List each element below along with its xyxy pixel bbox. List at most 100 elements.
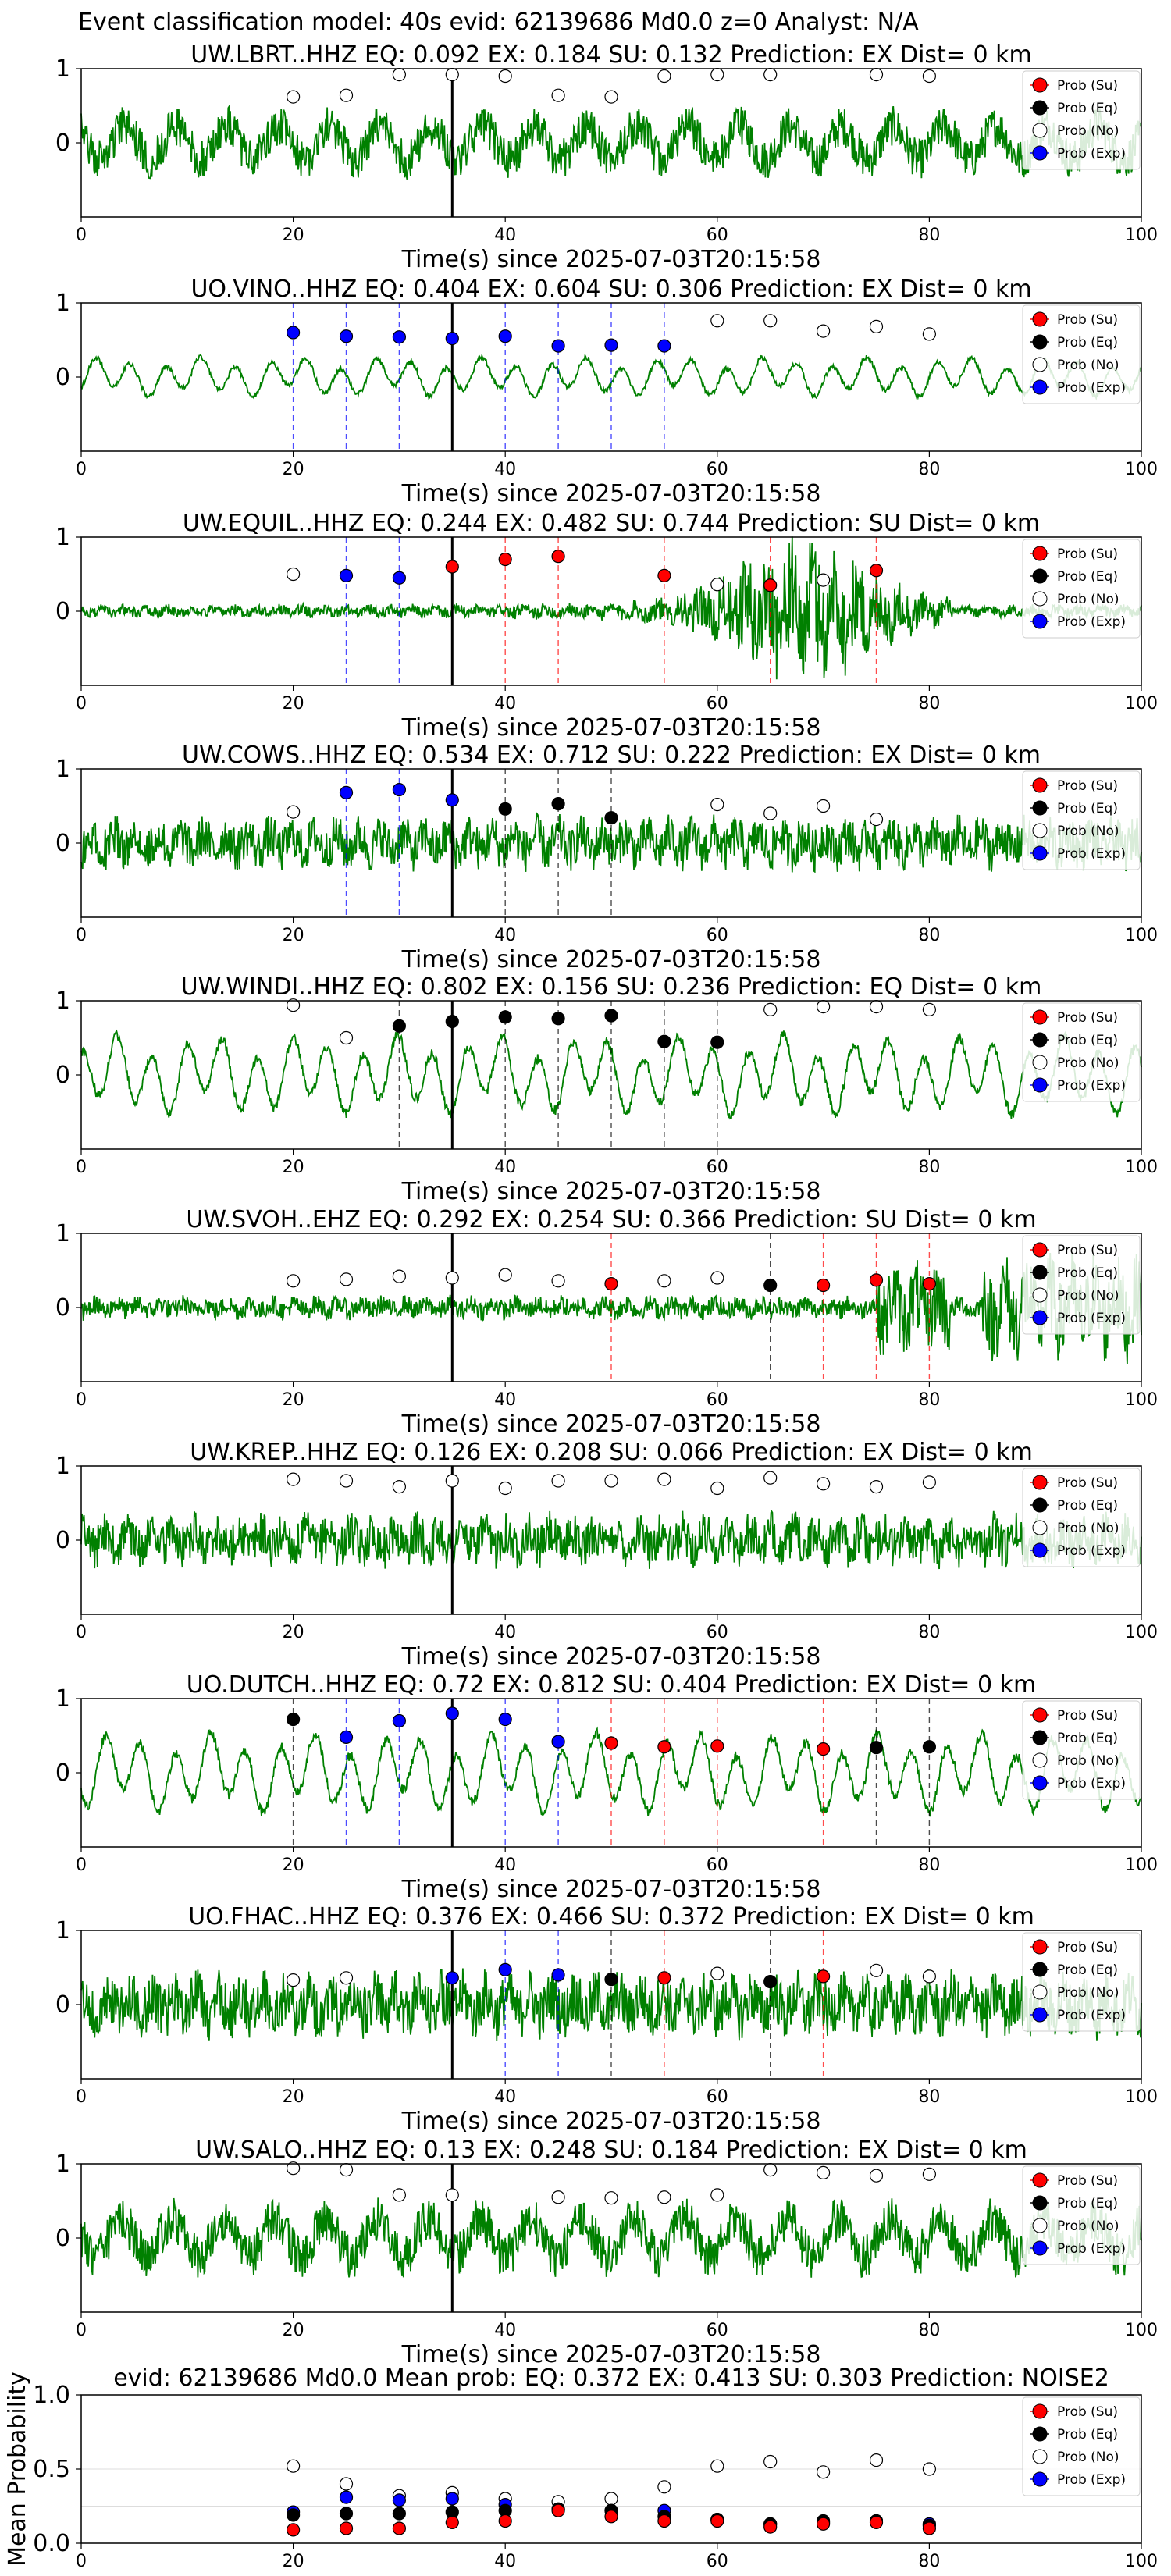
prob-point-eq bbox=[922, 1740, 937, 1754]
y-tick-label: 0 bbox=[55, 1991, 70, 2019]
x-tick-label: 40 bbox=[494, 2321, 516, 2340]
legend-box bbox=[1022, 2396, 1141, 2496]
legend-box bbox=[1022, 1700, 1141, 1800]
x-tick-label: 80 bbox=[918, 2087, 940, 2107]
x-axis-label: Time(s) since 2025-07-03T20:15:58 bbox=[401, 946, 821, 973]
legend-label: Prob (Exp) bbox=[1057, 1776, 1126, 1791]
prob-point-eq bbox=[604, 1009, 618, 1023]
x-tick-label: 40 bbox=[494, 2087, 516, 2107]
waveform-trace bbox=[80, 1252, 1142, 1365]
panel-3: UW.COWS..HHZ EQ: 0.534 EX: 0.712 SU: 0.2… bbox=[55, 742, 1158, 973]
x-tick-label: 80 bbox=[918, 1623, 940, 1642]
panel-title: UW.LBRT..HHZ EQ: 0.092 EX: 0.184 SU: 0.1… bbox=[190, 41, 1031, 69]
prob-point-no bbox=[445, 67, 459, 82]
y-tick-label: 1 bbox=[55, 2151, 70, 2178]
prob-point-exp bbox=[287, 326, 301, 340]
legend-marker bbox=[1032, 1242, 1048, 1258]
x-tick-label: 100 bbox=[1125, 2321, 1158, 2340]
prob-point-no bbox=[657, 2190, 671, 2204]
prob-point-eq bbox=[392, 1019, 406, 1033]
panel-9: UW.SALO..HHZ EQ: 0.13 EX: 0.248 SU: 0.18… bbox=[55, 2137, 1158, 2368]
x-tick-label: 0 bbox=[76, 926, 87, 945]
prob-point-exp bbox=[551, 1735, 565, 1749]
x-tick-label: 80 bbox=[918, 460, 940, 479]
legend-marker bbox=[1032, 614, 1048, 629]
legend-marker bbox=[1032, 1265, 1048, 1280]
prob-point-no bbox=[339, 1971, 354, 1985]
prob-point-exp bbox=[498, 1713, 512, 1727]
mean-point-exp bbox=[339, 2490, 354, 2504]
x-tick-label: 100 bbox=[1125, 1158, 1158, 1177]
legend-marker bbox=[1032, 334, 1048, 350]
prob-point-eq bbox=[657, 1034, 671, 1048]
prob-point-eq bbox=[445, 1014, 459, 1029]
prob-point-eq bbox=[551, 797, 565, 811]
legend-marker bbox=[1032, 2007, 1048, 2023]
mean-point-su bbox=[869, 2515, 884, 2529]
prob-point-exp bbox=[498, 329, 512, 343]
x-tick-label: 40 bbox=[494, 1856, 516, 1875]
y-tick-label: 1.0 bbox=[33, 2382, 70, 2409]
legend-label: Prob (Exp) bbox=[1057, 1311, 1126, 1326]
legend-label: Prob (No) bbox=[1057, 2218, 1119, 2234]
x-tick-label: 80 bbox=[918, 2321, 940, 2340]
panel-1: UO.VINO..HHZ EQ: 0.404 EX: 0.604 SU: 0.3… bbox=[55, 276, 1158, 507]
legend-marker bbox=[1032, 2218, 1048, 2233]
x-axis-label: Time(s) since 2025-07-03T20:15:58 bbox=[401, 1411, 821, 1438]
mean-point-no bbox=[287, 2459, 301, 2473]
prob-point-no bbox=[869, 2169, 884, 2183]
prob-point-su bbox=[816, 1278, 831, 1293]
legend-label: Prob (No) bbox=[1057, 592, 1119, 607]
legend-label: Prob (Exp) bbox=[1057, 1078, 1126, 1094]
mean-point-no bbox=[922, 2462, 937, 2476]
prob-point-no bbox=[710, 2188, 724, 2202]
x-tick-label: 20 bbox=[283, 1390, 304, 1410]
x-tick-label: 60 bbox=[707, 460, 728, 479]
prob-point-su bbox=[445, 560, 459, 574]
legend-marker bbox=[1032, 2403, 1048, 2419]
waveform-trace bbox=[80, 2197, 1142, 2279]
legend-marker bbox=[1032, 568, 1048, 584]
mean-point-exp bbox=[392, 2493, 406, 2507]
prob-point-exp bbox=[445, 1971, 459, 1985]
y-tick-label: 0 bbox=[55, 130, 70, 157]
x-tick-label: 20 bbox=[283, 926, 304, 945]
x-axis-label: Time(s) since 2025-07-03T20:15:58 bbox=[401, 2108, 821, 2135]
waveform-trace bbox=[80, 1028, 1142, 1120]
prob-point-no bbox=[869, 67, 884, 82]
x-tick-label: 20 bbox=[283, 2087, 304, 2107]
x-tick-label: 100 bbox=[1125, 226, 1158, 245]
x-tick-label: 20 bbox=[283, 1158, 304, 1177]
legend-label: Prob (No) bbox=[1057, 1753, 1119, 1769]
prob-point-no bbox=[710, 1271, 724, 1285]
legend-box bbox=[1022, 2165, 1141, 2265]
mean-point-no bbox=[869, 2453, 884, 2467]
prob-point-no bbox=[604, 90, 618, 104]
legend-label: Prob (Eq) bbox=[1057, 2427, 1118, 2443]
panel-4: UW.WINDI..HHZ EQ: 0.802 EX: 0.156 SU: 0.… bbox=[55, 973, 1158, 1205]
prob-point-no bbox=[287, 998, 301, 1012]
prob-point-no bbox=[287, 1274, 301, 1288]
mean-point-no bbox=[816, 2465, 831, 2479]
prob-point-no bbox=[763, 67, 778, 82]
prob-point-eq bbox=[287, 1713, 301, 1727]
panel-7: UO.DUTCH..HHZ EQ: 0.72 EX: 0.812 SU: 0.4… bbox=[55, 1671, 1158, 1903]
prob-point-no bbox=[551, 1274, 565, 1288]
y-axis-label: Mean Probability bbox=[4, 2371, 31, 2567]
x-tick-label: 40 bbox=[494, 926, 516, 945]
legend-marker bbox=[1032, 311, 1048, 327]
x-axis-label: Time(s) since 2025-07-03T20:15:58 bbox=[401, 714, 821, 742]
legend-marker bbox=[1032, 777, 1048, 793]
waveform-trace bbox=[80, 104, 1142, 180]
mean-point-no bbox=[339, 2477, 354, 2491]
prob-point-no bbox=[287, 805, 301, 819]
prob-point-su bbox=[710, 1739, 724, 1753]
prob-point-exp bbox=[445, 332, 459, 346]
legend-label: Prob (Exp) bbox=[1057, 380, 1126, 396]
legend-label: Prob (Exp) bbox=[1057, 2008, 1126, 2023]
prob-point-no bbox=[339, 1272, 354, 1286]
prob-point-exp bbox=[604, 338, 618, 352]
legend-marker bbox=[1032, 2240, 1048, 2256]
prob-point-su bbox=[869, 1273, 884, 1287]
x-tick-label: 100 bbox=[1125, 694, 1158, 713]
